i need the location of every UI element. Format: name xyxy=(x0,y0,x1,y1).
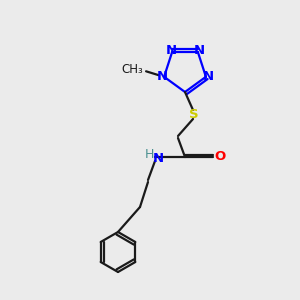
Text: CH₃: CH₃ xyxy=(121,63,143,76)
Text: N: N xyxy=(194,44,205,57)
Text: N: N xyxy=(166,44,177,57)
Text: S: S xyxy=(189,109,199,122)
Text: N: N xyxy=(202,70,214,83)
Text: N: N xyxy=(157,70,168,83)
Text: O: O xyxy=(214,151,226,164)
Text: H: H xyxy=(144,148,154,160)
Text: N: N xyxy=(152,152,164,164)
